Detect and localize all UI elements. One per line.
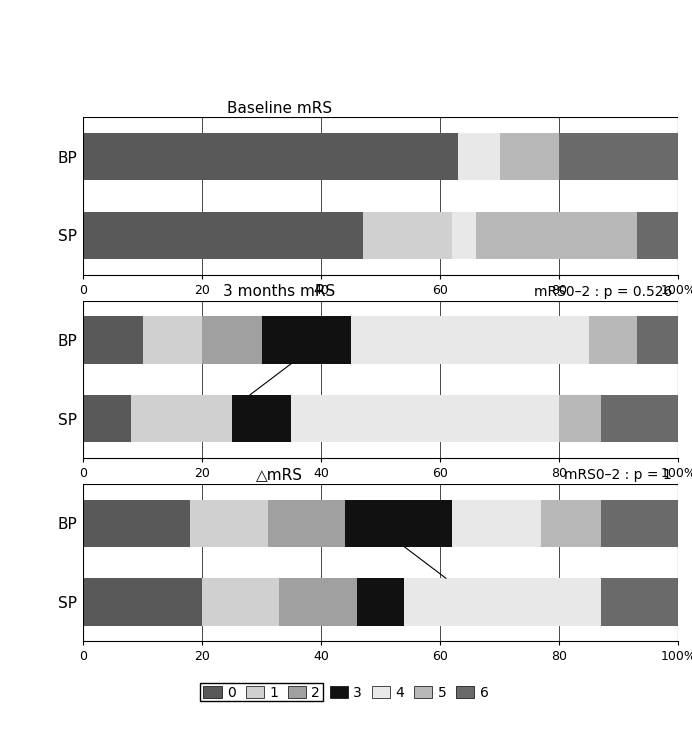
- Bar: [357, 578, 404, 625]
- Bar: [601, 578, 678, 625]
- Bar: [476, 212, 637, 259]
- Bar: [202, 578, 280, 625]
- Bar: [190, 500, 268, 547]
- Text: Baseline mRS: Baseline mRS: [227, 100, 332, 116]
- Bar: [637, 212, 678, 259]
- Text: 3 months mRS: 3 months mRS: [224, 284, 336, 299]
- Bar: [291, 395, 559, 442]
- Bar: [262, 317, 351, 364]
- Bar: [404, 578, 601, 625]
- Bar: [202, 317, 262, 364]
- Bar: [83, 500, 190, 547]
- Bar: [83, 317, 143, 364]
- Bar: [268, 500, 345, 547]
- Bar: [232, 395, 291, 442]
- Bar: [601, 500, 678, 547]
- Bar: [83, 395, 131, 442]
- Legend: 0, 1, 2, 3, 4, 5, 6: 0, 1, 2, 3, 4, 5, 6: [199, 682, 493, 704]
- Bar: [83, 133, 458, 180]
- Bar: [458, 133, 500, 180]
- Bar: [143, 317, 202, 364]
- Bar: [637, 317, 678, 364]
- Text: mRS0–2 : p = 0.526: mRS0–2 : p = 0.526: [534, 285, 672, 299]
- Bar: [363, 212, 452, 259]
- Bar: [589, 317, 637, 364]
- Bar: [131, 395, 232, 442]
- Bar: [280, 578, 357, 625]
- Bar: [601, 395, 678, 442]
- Bar: [83, 212, 363, 259]
- Bar: [541, 500, 601, 547]
- Text: △mRS: △mRS: [256, 467, 303, 482]
- Bar: [559, 395, 601, 442]
- Bar: [345, 500, 452, 547]
- Bar: [452, 212, 476, 259]
- Bar: [351, 317, 589, 364]
- Bar: [500, 133, 559, 180]
- Bar: [559, 133, 678, 180]
- Bar: [83, 578, 202, 625]
- Text: mRS0–2 : p = 1: mRS0–2 : p = 1: [565, 468, 672, 482]
- Bar: [452, 500, 541, 547]
